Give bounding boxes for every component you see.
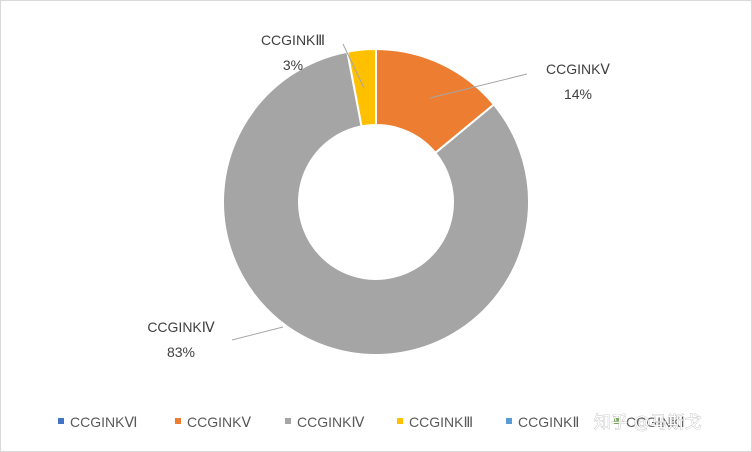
legend: CCGINKⅥ CCGINKⅤ CCGINKⅣ CCGINKⅢ CCGINKⅡ CCGIN…	[58, 414, 685, 430]
legend-item-series-4: CCGINKⅢ	[397, 414, 473, 430]
data-label-name-series-4: CCGINKⅢ	[261, 32, 325, 48]
legend-label-series-6: CCGINKⅠ	[626, 414, 685, 430]
data-label-value-series-3: 83%	[167, 344, 195, 360]
data-label-name-series-2: CCGINKⅤ	[546, 61, 610, 77]
donut-slices	[222, 47, 530, 356]
legend-item-series-6: CCGINKⅠ	[614, 414, 685, 430]
legend-item-series-3: CCGINKⅣ	[285, 414, 364, 430]
legend-label-series-3: CCGINKⅣ	[297, 414, 364, 430]
legend-label-series-1: CCGINKⅥ	[70, 414, 137, 430]
legend-label-series-2: CCGINKⅤ	[187, 414, 251, 430]
legend-swatch-series-5	[506, 418, 512, 424]
legend-swatch-series-2	[175, 418, 181, 424]
legend-item-series-1: CCGINKⅥ	[58, 414, 137, 430]
slice-series-3	[222, 50, 530, 356]
legend-label-series-5: CCGINKⅡ	[518, 414, 579, 430]
legend-swatch-series-3	[285, 418, 291, 424]
legend-swatch-series-1	[58, 418, 64, 424]
legend-item-series-2: CCGINKⅤ	[175, 414, 251, 430]
data-label-value-series-4: 3%	[283, 57, 303, 73]
leader-line-series-2	[429, 73, 528, 99]
leader-lines	[231, 43, 528, 341]
legend-item-series-5: CCGINKⅡ	[506, 414, 579, 430]
data-label-name-series-3: CCGINKⅣ	[147, 319, 214, 335]
data-label-value-series-2: 14%	[564, 86, 592, 102]
leader-line-series-3	[231, 326, 284, 341]
leader-line-series-4	[342, 43, 365, 89]
legend-swatch-series-4	[397, 418, 403, 424]
legend-label-series-4: CCGINKⅢ	[409, 414, 473, 430]
watermark-text: 知乎 @马斯戈	[594, 413, 701, 433]
data-labels: CCGINKⅤ 14% CCGINKⅣ 83% CCGINKⅢ 3%	[147, 32, 610, 360]
legend-swatch-series-6	[614, 418, 620, 424]
